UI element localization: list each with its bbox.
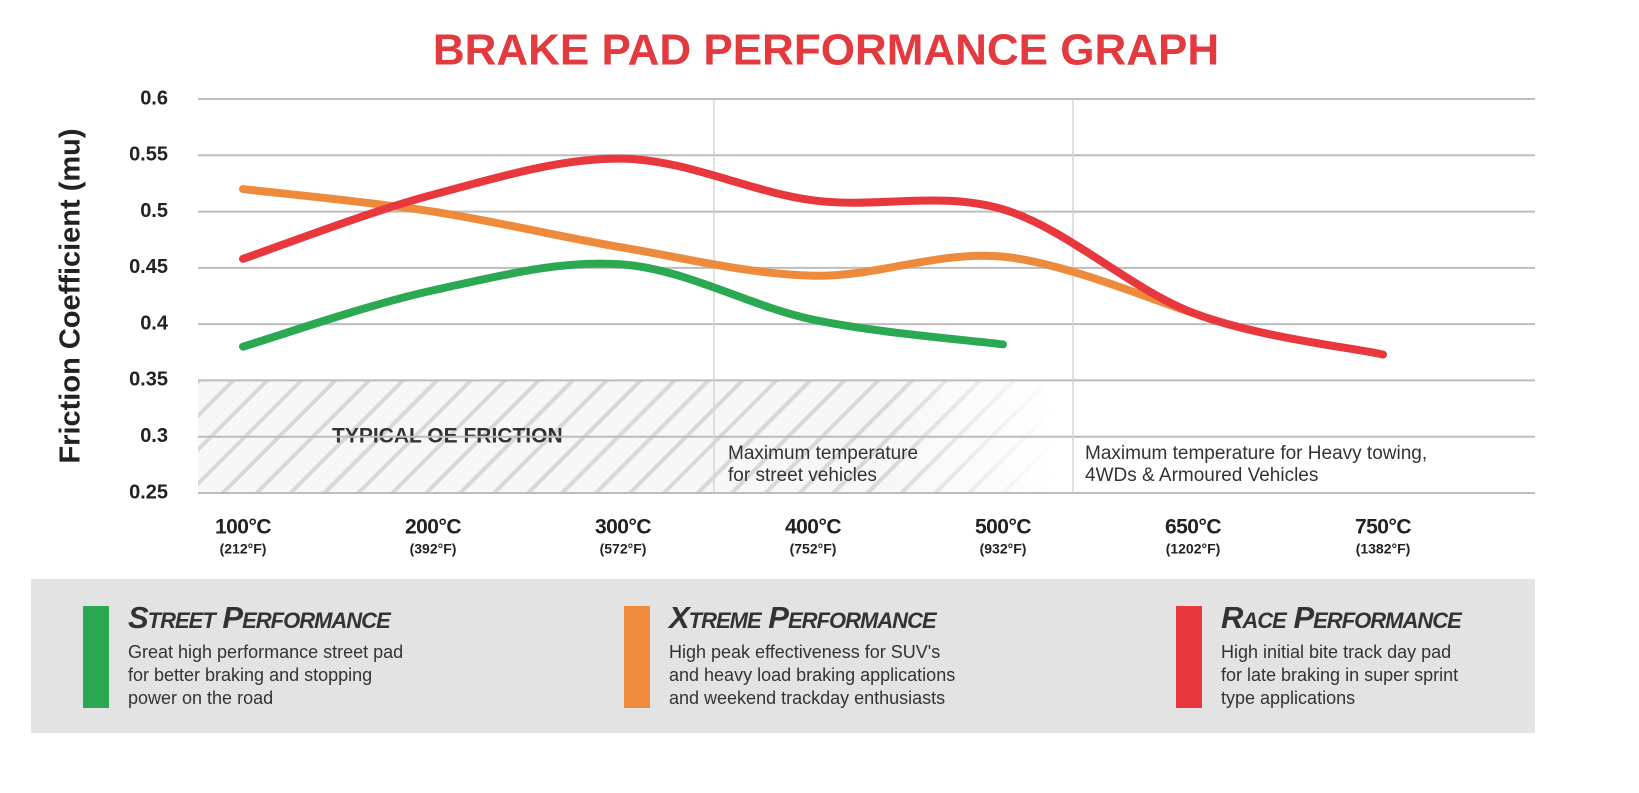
annotation: Maximum temperature for Heavy towing,: [1085, 443, 1427, 464]
x-tick-sublabel: (212°F): [220, 541, 267, 557]
x-tick-label: 200°C: [405, 516, 461, 539]
legend-title: Street Performance: [128, 600, 392, 635]
x-tick-sublabel: (932°F): [980, 541, 1027, 557]
legend-description: type applications: [1221, 688, 1355, 708]
legend-swatch: [1176, 606, 1202, 708]
x-tick-sublabel: (1202°F): [1166, 541, 1221, 557]
series-line: [239, 259, 1007, 351]
legend-description: High peak effectiveness for SUV's: [669, 642, 940, 662]
legend-description: and heavy load braking applications: [669, 665, 955, 685]
y-tick-label: 0.3: [140, 425, 168, 447]
y-tick-label: 0.5: [140, 200, 168, 222]
x-tick-label: 400°C: [785, 516, 841, 539]
annotation: 4WDs & Armoured Vehicles: [1085, 465, 1318, 486]
legend-description: Great high performance street pad: [128, 642, 403, 662]
legend-description: High initial bite track day pad: [1221, 642, 1451, 662]
y-tick-label: 0.35: [129, 369, 168, 391]
y-tick-label: 0.6: [140, 87, 168, 109]
series-line: [239, 185, 1197, 317]
legend-title: Race Performance: [1221, 600, 1463, 635]
x-tick-label: 750°C: [1355, 516, 1411, 539]
legend-description: power on the road: [128, 688, 273, 708]
y-tick-label: 0.25: [129, 481, 168, 503]
annotation: for street vehicles: [728, 465, 877, 486]
x-tick-sublabel: (752°F): [790, 541, 837, 557]
y-tick-label: 0.55: [129, 144, 168, 166]
x-tick-label: 650°C: [1165, 516, 1221, 539]
x-tick-sublabel: (572°F): [600, 541, 647, 557]
chart-title: BRAKE PAD PERFORMANCE GRAPH: [433, 26, 1219, 75]
y-tick-label: 0.45: [129, 256, 168, 278]
series-line: [239, 154, 1387, 359]
annotation: Maximum temperature: [728, 443, 918, 464]
x-tick-sublabel: (1382°F): [1356, 541, 1411, 557]
legend-description: and weekend trackday enthusiasts: [669, 688, 945, 708]
legend-title: Xtreme Performance: [667, 600, 938, 635]
legend-description: for late braking in super sprint: [1221, 665, 1458, 685]
x-tick-sublabel: (392°F): [410, 541, 457, 557]
legend-swatch: [624, 606, 650, 708]
legend-box: [31, 579, 1535, 733]
x-tick-label: 500°C: [975, 516, 1031, 539]
y-axis-label: Friction Coefficient (mu): [55, 128, 87, 463]
x-tick-label: 300°C: [595, 516, 651, 539]
legend-description: for better braking and stopping: [128, 665, 372, 685]
legend-swatch: [83, 606, 109, 708]
y-tick-label: 0.4: [140, 312, 169, 334]
x-tick-label: 100°C: [215, 516, 271, 539]
